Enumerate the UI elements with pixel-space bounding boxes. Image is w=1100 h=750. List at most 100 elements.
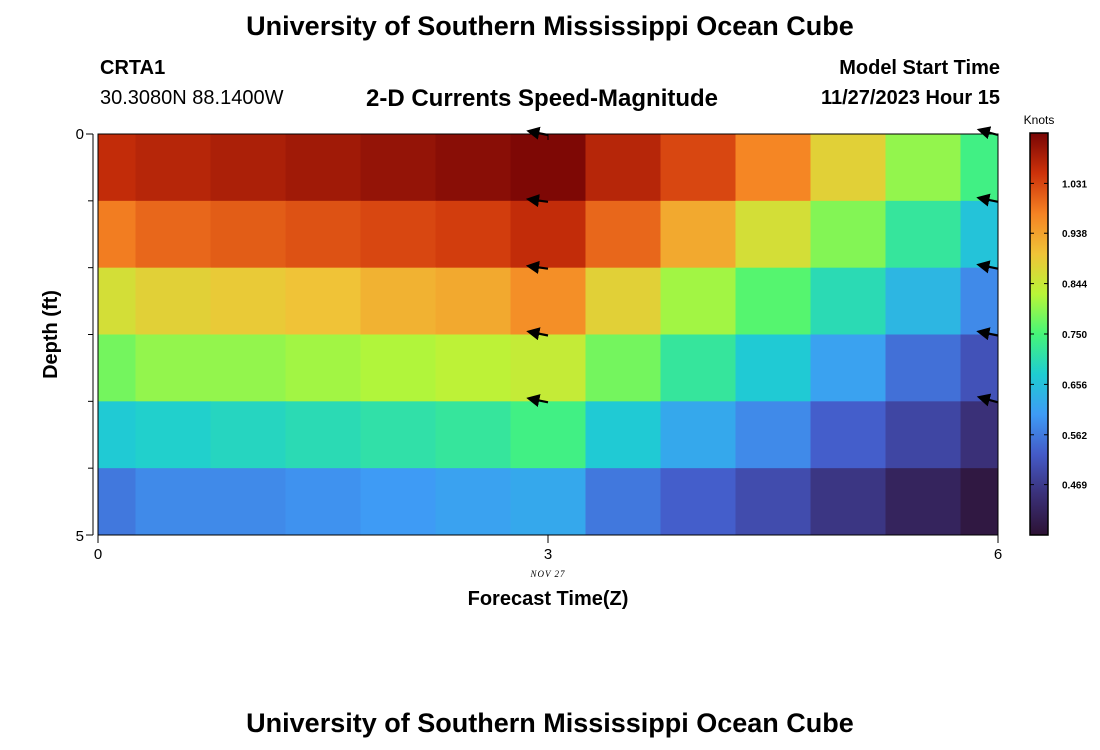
station-id: CRTA1 (100, 57, 166, 79)
model-start-label: Model Start Time (839, 57, 1000, 79)
heatmap-cell (435, 134, 511, 202)
heatmap-cell (285, 334, 361, 402)
heatmap-cell (885, 401, 961, 469)
heatmap-cell (585, 200, 661, 269)
heatmap-cell (810, 468, 886, 536)
heatmap-cell (135, 200, 211, 269)
current-arrow (976, 193, 999, 207)
heatmap-cell (960, 267, 999, 335)
x-tick-label: 6 (994, 546, 1002, 563)
heatmap-cell (660, 401, 736, 469)
y-tick-label: 5 (76, 528, 84, 545)
heatmap-cell (135, 134, 211, 202)
heatmap-cell (585, 334, 661, 402)
heatmap-cell (660, 267, 736, 335)
heatmap-cell (285, 200, 361, 269)
heatmap-cell (735, 267, 811, 335)
heatmap-cell (360, 134, 436, 202)
heatmap-cell (660, 200, 736, 269)
colorbar: Knots 0.469 0.562 0.656 0.750 0.844 0.938 1.031 (1024, 113, 1087, 536)
heatmap-cell (98, 401, 136, 469)
heatmap-cell (810, 334, 886, 402)
page-title: University of Southern Mississippi Ocean… (246, 11, 854, 41)
current-arrow (976, 327, 999, 341)
heatmap-cell (960, 468, 999, 536)
current-arrow (525, 260, 549, 274)
heatmap-cell (98, 200, 136, 269)
current-arrow (526, 327, 549, 341)
x-tick-label: 3 (544, 546, 552, 563)
heatmap-cell (135, 401, 211, 469)
current-arrow (976, 393, 999, 407)
colorbar-tick-label: 0.750 (1062, 330, 1087, 341)
heatmap-cell (885, 468, 961, 536)
heatmap-cell (735, 401, 811, 469)
heatmap-cell (210, 334, 286, 402)
colorbar-tick-label: 1.031 (1062, 179, 1087, 190)
heatmap-cell (660, 334, 736, 402)
colorbar-title: Knots (1024, 113, 1055, 127)
x-date-label: NOV 27 (529, 569, 565, 579)
heatmap-cell (210, 267, 286, 335)
colorbar-tick-label: 0.656 (1062, 380, 1087, 391)
heatmap-cell (360, 401, 436, 469)
heatmap-cell (435, 267, 511, 335)
heatmap-cell (435, 200, 511, 269)
heatmap-cell (210, 200, 286, 269)
colorbar-tick-label: 0.844 (1062, 280, 1087, 291)
heatmap-cell (510, 200, 586, 269)
heatmap-cell (810, 134, 886, 202)
current-arrow (525, 194, 549, 208)
heatmap-cell (135, 334, 211, 402)
footer-title: University of Southern Mississippi Ocean… (246, 708, 854, 738)
heatmap-cell (435, 468, 511, 536)
heatmap-cell (810, 200, 886, 269)
heatmap-cell (810, 401, 886, 469)
heatmap-cell (660, 468, 736, 536)
heatmap-cell (360, 468, 436, 536)
heatmap-cell (735, 134, 811, 202)
heatmap-cell (360, 267, 436, 335)
current-arrow (526, 394, 549, 408)
heatmap-cell (510, 134, 586, 202)
heatmap-cell (435, 401, 511, 469)
heatmap-cell (285, 267, 361, 335)
heatmap-cell (285, 401, 361, 469)
x-axis-label: Forecast Time(Z) (468, 588, 629, 610)
heatmap-cells (98, 134, 999, 536)
heatmap-cell (98, 267, 136, 335)
heatmap-cell (210, 401, 286, 469)
plot-title: 2-D Currents Speed-Magnitude (366, 85, 719, 112)
heatmap-cell (810, 267, 886, 335)
heatmap-cell (435, 334, 511, 402)
station-coordinates: 30.3080N 88.1400W (100, 87, 284, 109)
heatmap-cell (585, 468, 661, 536)
model-start-value: 11/27/2023 Hour 15 (820, 87, 1000, 109)
heatmap-cell (210, 468, 286, 536)
heatmap-cell (960, 401, 999, 469)
heatmap-cell (98, 468, 136, 536)
colorbar-tick-label: 0.469 (1062, 481, 1087, 492)
heatmap-cell (98, 334, 136, 402)
current-arrow (976, 260, 999, 274)
current-arrows (525, 126, 999, 408)
heatmap-cell (510, 334, 586, 402)
heatmap-cell (285, 134, 361, 202)
heatmap-cell (660, 134, 736, 202)
heatmap-cell (210, 134, 286, 202)
heatmap-cell (98, 134, 136, 202)
heatmap-cell (585, 401, 661, 469)
colorbar-tick-label: 0.562 (1062, 431, 1087, 442)
heatmap-cell (510, 468, 586, 536)
heatmap-cell (585, 267, 661, 335)
x-tick-label: 0 (94, 546, 102, 563)
heatmap-cell (960, 200, 999, 269)
colorbar-tick-label: 0.938 (1062, 229, 1087, 240)
heatmap-cell (510, 267, 586, 335)
heatmap-cell (735, 468, 811, 536)
heatmap-cell (360, 200, 436, 269)
heatmap-cell (360, 334, 436, 402)
heatmap-cell (585, 134, 661, 202)
